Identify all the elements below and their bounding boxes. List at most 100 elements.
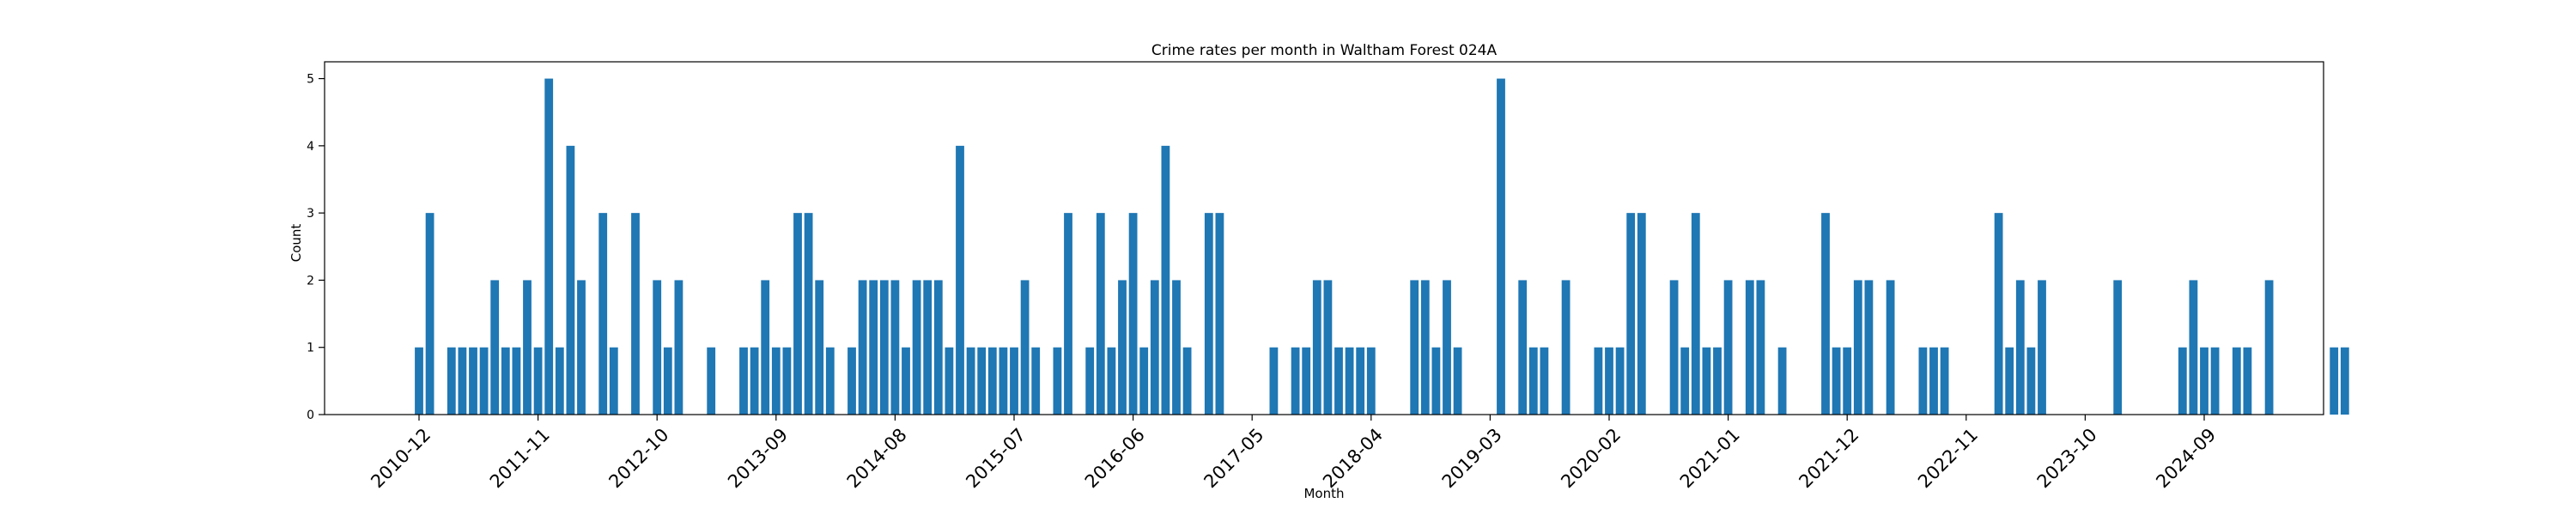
x-tick-label: 2023-10 [2033, 424, 2101, 492]
bar-month-86 [1346, 348, 1354, 415]
bar-month-67 [1139, 348, 1148, 415]
bar-month-33 [772, 348, 781, 415]
bar-month-133 [1854, 280, 1862, 415]
bar-month-130 [1821, 213, 1830, 415]
bar-month-104 [1540, 348, 1549, 415]
bar-month-132 [1843, 348, 1851, 415]
bar-month-116 [1670, 280, 1679, 415]
y-tick-label: 1 [307, 342, 314, 355]
y-tick-label: 3 [307, 207, 314, 221]
bar-month-13 [556, 348, 564, 415]
bar-month-49 [945, 348, 954, 415]
bar-month-73 [1205, 213, 1213, 415]
y-tick-label: 5 [307, 73, 314, 87]
bar-month-12 [544, 79, 553, 415]
bar-month-95 [1443, 280, 1451, 415]
bar-month-46 [913, 280, 921, 415]
bar-month-92 [1410, 280, 1419, 415]
x-axis-title: Month [1303, 486, 1344, 501]
x-tick-label: 2019-03 [1438, 424, 1506, 492]
bar-month-103 [1529, 348, 1538, 415]
bar-month-123 [1746, 280, 1754, 415]
bar-month-24 [675, 280, 683, 415]
bar-month-47 [923, 280, 932, 415]
bar-month-65 [1118, 280, 1127, 415]
bar-month-64 [1108, 348, 1116, 415]
y-tick-label: 2 [307, 274, 314, 288]
bar-month-81 [1291, 348, 1300, 415]
bar-month-62 [1085, 348, 1094, 415]
bar-month-166 [2211, 348, 2220, 415]
bar-month-112 [1626, 213, 1635, 415]
bar-month-94 [1432, 348, 1441, 415]
bar-month-40 [848, 348, 856, 415]
bar-month-88 [1367, 348, 1376, 415]
x-tick-label: 2013-09 [724, 424, 792, 492]
y-tick-label: 0 [307, 409, 314, 422]
bar-month-131 [1832, 348, 1841, 415]
bar-month-150 [2038, 280, 2046, 415]
bar-month-87 [1356, 348, 1364, 415]
bar-month-139 [1919, 348, 1928, 415]
x-tick-label: 2021-01 [1676, 424, 1744, 492]
x-tick-label: 2022-11 [1914, 424, 1982, 492]
bar-month-149 [2027, 348, 2036, 415]
bar-month-14 [567, 146, 575, 415]
bar-month-27 [707, 348, 715, 415]
bar-month-70 [1172, 280, 1181, 415]
x-tick-label: 2011-11 [486, 424, 554, 492]
bar-month-50 [956, 146, 964, 415]
bar-month-3 [447, 348, 456, 415]
bar-month-51 [967, 348, 975, 415]
bar-month-6 [480, 348, 489, 415]
bar-month-124 [1757, 280, 1765, 415]
bar-month-146 [1995, 213, 2003, 415]
bar-month-53 [988, 348, 997, 415]
bar-month-35 [793, 213, 802, 415]
bar-month-178 [2341, 348, 2349, 415]
bar-month-82 [1302, 348, 1310, 415]
bar-month-83 [1313, 280, 1321, 415]
bar-month-74 [1216, 213, 1224, 415]
x-tick-label: 2010-12 [367, 424, 434, 492]
bar-month-71 [1183, 348, 1192, 415]
bar-month-9 [513, 348, 521, 415]
bar-month-44 [891, 280, 900, 415]
bar-month-69 [1162, 146, 1170, 415]
bar-month-169 [2244, 348, 2252, 415]
bar-month-60 [1064, 213, 1072, 415]
x-tick-label: 2015-07 [962, 424, 1030, 492]
bar-month-134 [1865, 280, 1874, 415]
bar-month-109 [1595, 348, 1603, 415]
chart-title: Crime rates per month in Waltham Forest … [1151, 42, 1498, 59]
y-axis: 0 1 2 3 4 5 [307, 73, 325, 422]
bar-month-126 [1778, 348, 1787, 415]
bar-month-8 [501, 348, 510, 415]
bar-month-120 [1713, 348, 1722, 415]
bar-month-55 [1010, 348, 1018, 415]
bar-month-41 [859, 280, 867, 415]
bar-month-119 [1703, 348, 1711, 415]
bar-month-32 [761, 280, 769, 415]
bar-month-20 [631, 213, 640, 415]
bar-month-118 [1692, 213, 1700, 415]
bar-month-18 [610, 348, 618, 415]
bar-month-11 [534, 348, 543, 415]
bar-month-136 [1886, 280, 1895, 415]
bar-month-148 [2016, 280, 2025, 415]
x-tick-label: 2016-06 [1081, 424, 1149, 492]
bar-month-164 [2190, 280, 2198, 415]
bar-month-15 [577, 280, 586, 415]
bar-month-85 [1334, 348, 1343, 415]
bar-month-100 [1497, 79, 1505, 415]
bar-month-165 [2200, 348, 2208, 415]
bar-month-7 [490, 280, 499, 415]
bar-month-10 [523, 280, 532, 415]
bar-month-117 [1680, 348, 1689, 415]
bar-month-34 [783, 348, 792, 415]
bars-group [415, 79, 2349, 415]
bar-month-140 [1929, 348, 1938, 415]
y-tick-label: 4 [307, 140, 314, 154]
bar-month-84 [1324, 280, 1333, 415]
bar-month-36 [805, 213, 813, 415]
